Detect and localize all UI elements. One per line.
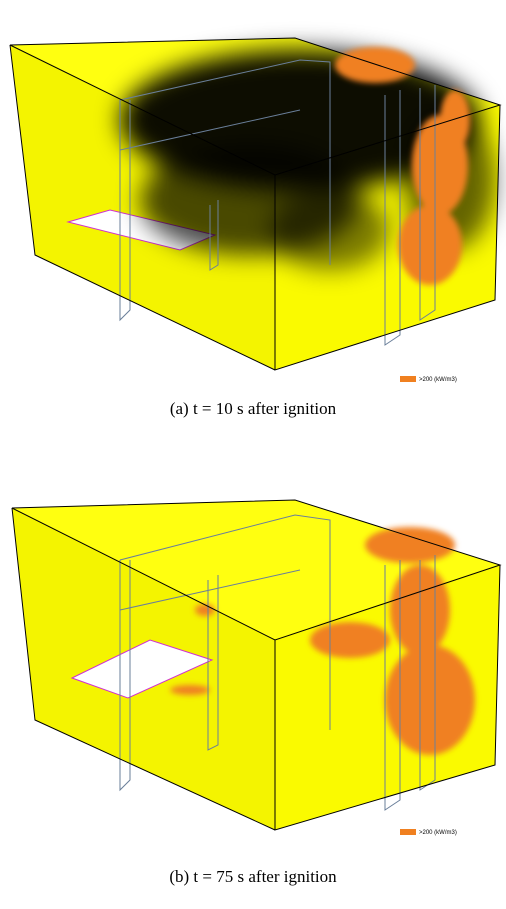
- caption: (b) t = 75 s after ignition: [169, 867, 337, 886]
- legend-swatch: [400, 829, 416, 835]
- legend-label: >200 (kW/m3): [419, 830, 457, 836]
- legend-swatch: [400, 376, 416, 382]
- figure: >200 (kW/m3) (a) t = 10 s after ignition: [0, 0, 506, 909]
- panel-a: >200 (kW/m3) (a) t = 10 s after ignition: [10, 38, 500, 418]
- page: >200 (kW/m3) (a) t = 10 s after ignition: [0, 0, 506, 909]
- legend-label: >200 (kW/m3): [419, 377, 457, 383]
- caption: (a) t = 10 s after ignition: [170, 399, 337, 418]
- panel-b: >200 (kW/m3) (b) t = 75 s after ignition: [12, 500, 500, 886]
